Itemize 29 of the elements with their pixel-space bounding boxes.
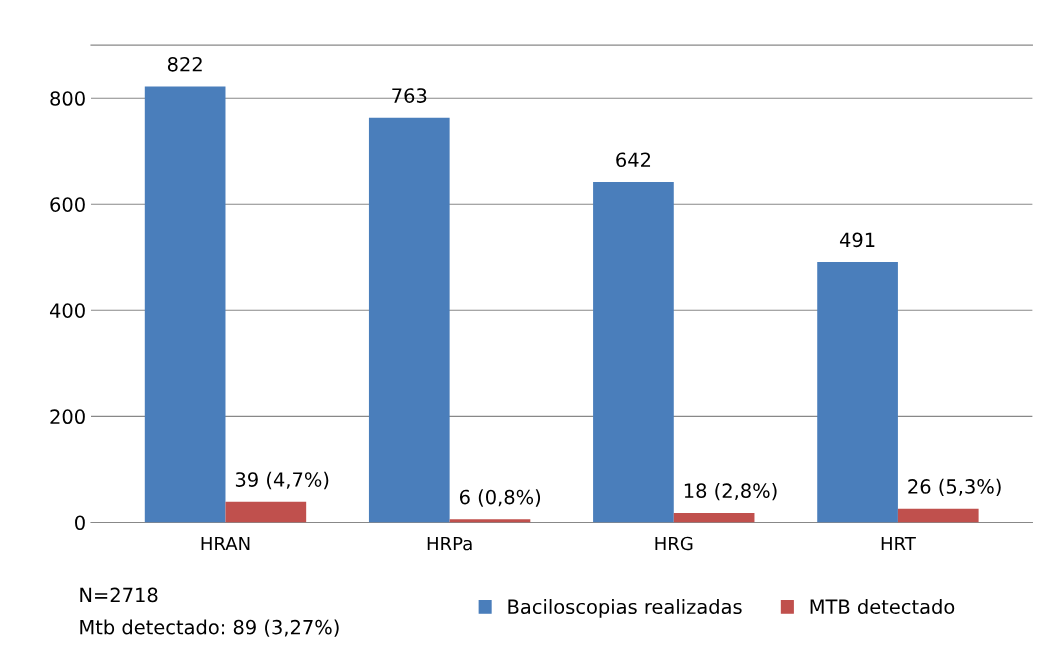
x-tick-label: HRG [655,536,693,551]
y-tick-label: 400 [49,303,85,318]
bar [144,86,226,523]
bar [593,181,674,523]
data-label: 491 [839,232,875,248]
data-label: 39 (4,7%) [235,471,329,490]
data-label: 26 (5,3%) [908,478,1001,497]
bar [225,501,307,523]
bar [449,519,531,523]
bar [897,508,979,523]
bar [673,512,755,523]
x-tick-label: HRT [881,536,916,551]
data-label: 822 [167,56,202,72]
x-tick-label: HRPa [427,536,472,551]
text: Mtb detectado: 89 (3,27%) [80,619,339,637]
data-label: 763 [392,88,427,103]
bar [368,117,450,523]
y-tick-label: 600 [50,197,85,212]
y-tick-label: 800 [50,91,85,106]
bar [817,262,898,523]
legend-label: MTB detectado [810,599,955,615]
y-tick-label: 200 [50,409,85,425]
text: N=2718 [80,587,158,603]
y-tick-label: 0 [75,515,85,531]
data-label: 18 (2,8%) [684,483,777,501]
x-tick-label: HRAN [201,536,250,551]
data-label: 6 (0,8%) [459,489,541,507]
legend-label: Baciloscopias realizadas [508,599,742,618]
data-label: 642 [616,152,651,168]
